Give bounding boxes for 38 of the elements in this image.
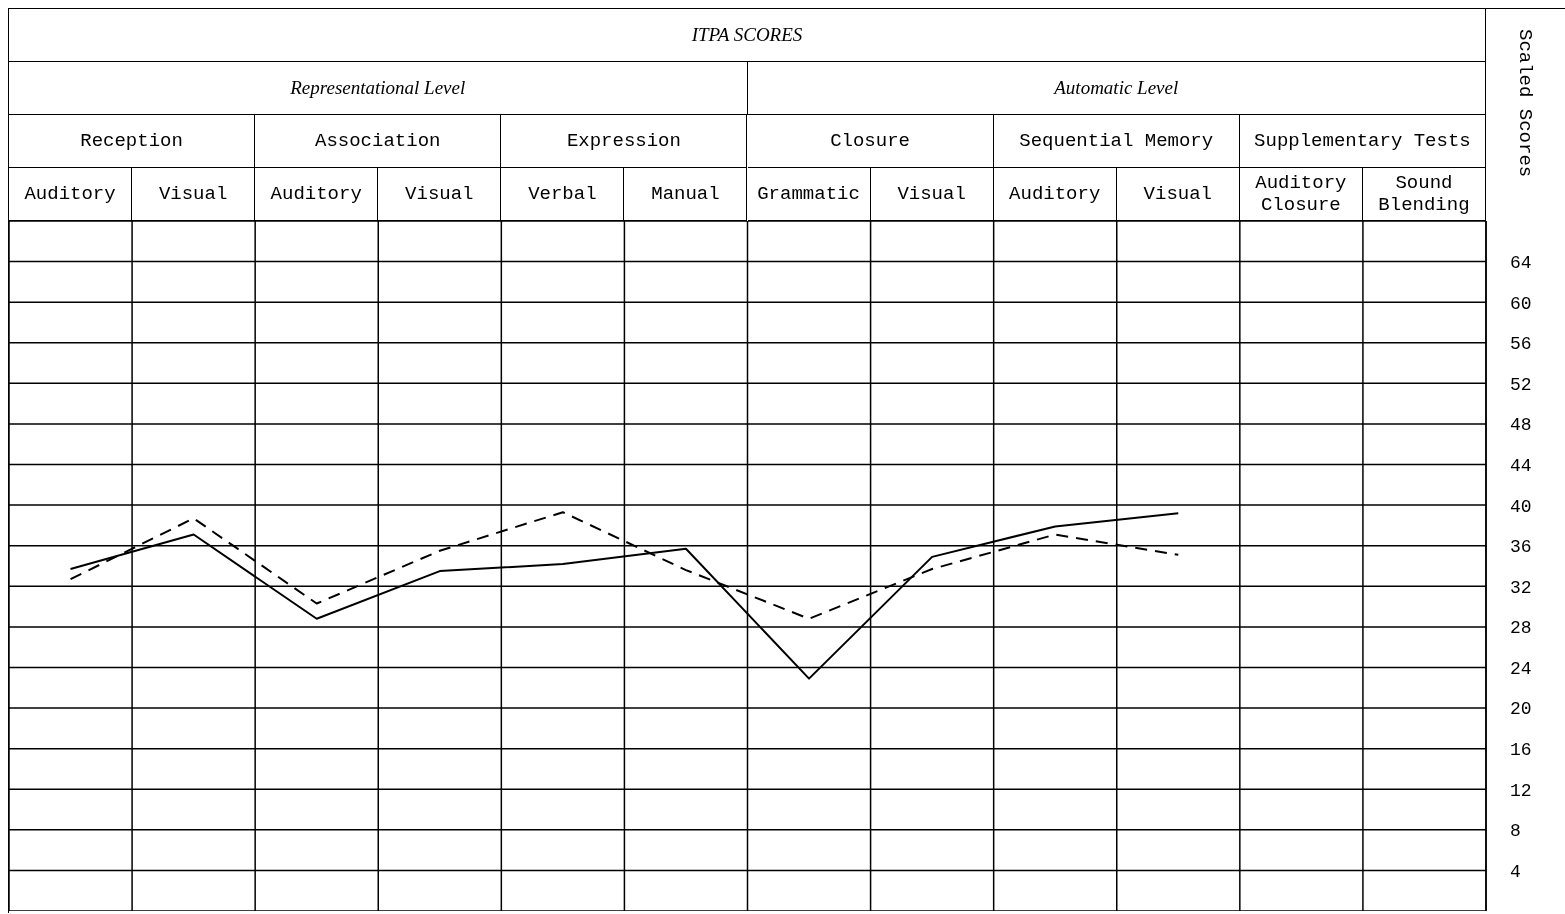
y-tick-label: 36 (1510, 537, 1532, 558)
y-axis-title: Scaled Scores (1514, 29, 1536, 178)
text: Supplementary Tests (1239, 115, 1486, 168)
x-tick-label: Auditory Closure (1239, 168, 1363, 221)
y-tick-label: 44 (1510, 455, 1532, 476)
text: Closure (747, 115, 994, 168)
text: Representational Level (9, 62, 748, 115)
text: Reception (9, 115, 256, 168)
x-tick-label: Visual (378, 168, 502, 221)
x-tick-label: Manual (624, 168, 748, 221)
y-tick-label: 60 (1510, 293, 1532, 314)
x-tick-label: Auditory (9, 168, 133, 221)
y-tick-label: 52 (1510, 374, 1532, 395)
y-tick-label: 48 (1510, 415, 1532, 436)
x-tick-label: Verbal (501, 168, 625, 221)
y-tick-label: 32 (1510, 577, 1532, 598)
x-tick-label: Visual (1116, 168, 1240, 221)
text: Association (255, 115, 502, 168)
x-tick-label: Auditory (255, 168, 379, 221)
y-tick-label: 64 (1510, 252, 1532, 273)
y-tick-label: 8 (1510, 821, 1521, 842)
y-tick-label: 40 (1510, 496, 1532, 517)
x-tick-label: Grammatic (747, 168, 871, 221)
y-tick-label: 16 (1510, 740, 1532, 761)
x-tick-label: Auditory (993, 168, 1117, 221)
x-tick-label: Sound Blending (1362, 168, 1486, 221)
y-tick-label: 56 (1510, 334, 1532, 355)
y-tick-label: 28 (1510, 618, 1532, 639)
y-tick-label: 20 (1510, 699, 1532, 720)
text: Automatic Level (747, 62, 1486, 115)
y-tick-label: 4 (1510, 861, 1521, 882)
text: Sequential Memory (993, 115, 1240, 168)
text: Expression (501, 115, 748, 168)
y-tick-label: 12 (1510, 780, 1532, 801)
y-tick-label: 24 (1510, 658, 1532, 679)
x-tick-label: Visual (870, 168, 994, 221)
chart-title: ITPA SCORES (9, 9, 1486, 62)
x-tick-label: Visual (132, 168, 256, 221)
